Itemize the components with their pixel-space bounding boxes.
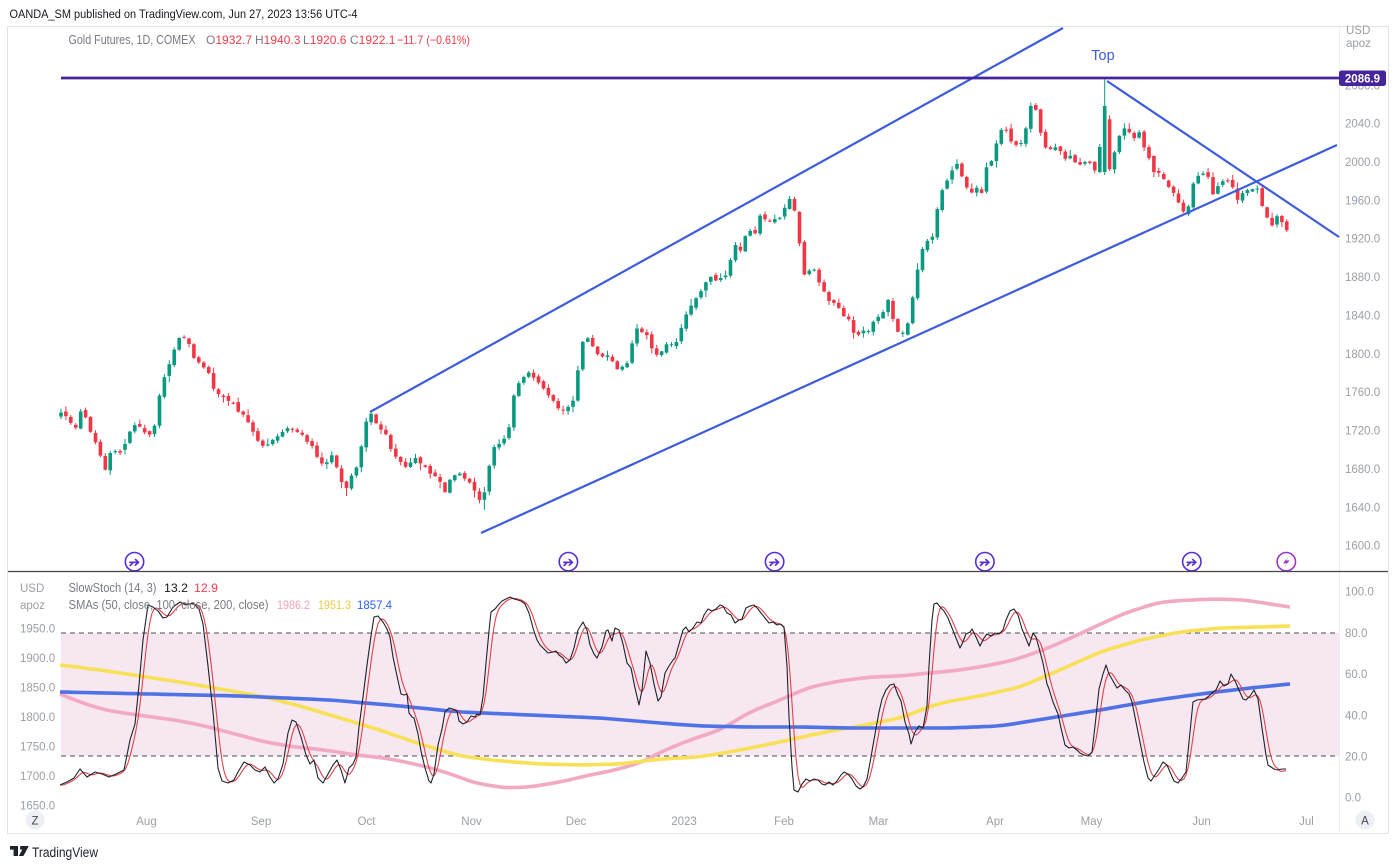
svg-text:C1922.1: C1922.1 — [350, 33, 396, 47]
svg-text:Gold Futures, 1D, COMEX: Gold Futures, 1D, COMEX — [69, 33, 197, 47]
svg-text:1650.0: 1650.0 — [20, 801, 55, 813]
svg-text:apoz: apoz — [1346, 38, 1371, 50]
svg-text:1640.0: 1640.0 — [1345, 502, 1380, 514]
svg-text:1600.0: 1600.0 — [1345, 541, 1380, 553]
svg-text:2086.9: 2086.9 — [1345, 74, 1380, 86]
svg-text:Z: Z — [31, 816, 38, 828]
svg-text:1750.0: 1750.0 — [20, 742, 55, 754]
svg-text:USD: USD — [1346, 25, 1370, 37]
svg-text:1840.0: 1840.0 — [1345, 311, 1380, 323]
svg-text:20.0: 20.0 — [1345, 752, 1367, 764]
svg-text:12.9: 12.9 — [194, 581, 218, 595]
svg-text:Apr: Apr — [986, 816, 1004, 828]
svg-text:H1940.3: H1940.3 — [255, 33, 301, 47]
svg-text:1960.0: 1960.0 — [1345, 195, 1380, 207]
svg-text:Dec: Dec — [566, 816, 587, 828]
svg-text:O1932.7: O1932.7 — [206, 33, 252, 47]
svg-text:40.0: 40.0 — [1345, 710, 1367, 722]
svg-text:0.0: 0.0 — [1345, 793, 1361, 805]
svg-text:OANDA_SM published on TradingV: OANDA_SM published on TradingView.com, J… — [10, 7, 358, 21]
svg-text:SMAs (50, close, 100, close, 2: SMAs (50, close, 100, close, 200, close) — [69, 598, 269, 612]
svg-text:Jul: Jul — [1299, 816, 1314, 828]
svg-text:2040.0: 2040.0 — [1345, 119, 1380, 131]
svg-text:TradingView: TradingView — [32, 845, 98, 860]
svg-text:1900.0: 1900.0 — [20, 653, 55, 665]
svg-text:Sep: Sep — [251, 816, 271, 828]
svg-text:Oct: Oct — [358, 816, 377, 828]
svg-text:apoz: apoz — [20, 600, 45, 612]
svg-text:A: A — [1361, 816, 1369, 828]
svg-text:2023: 2023 — [671, 816, 697, 828]
svg-text:1700.0: 1700.0 — [20, 771, 55, 783]
svg-text:Jun: Jun — [1192, 816, 1211, 828]
svg-text:1880.0: 1880.0 — [1345, 272, 1380, 284]
svg-text:SlowStoch (14, 3): SlowStoch (14, 3) — [69, 581, 157, 595]
svg-text:Nov: Nov — [461, 816, 482, 828]
svg-text:1760.0: 1760.0 — [1345, 387, 1380, 399]
svg-text:Aug: Aug — [136, 816, 156, 828]
svg-text:80.0: 80.0 — [1345, 628, 1367, 640]
svg-text:Mar: Mar — [869, 816, 889, 828]
svg-text:1800.0: 1800.0 — [1345, 349, 1380, 361]
svg-text:May: May — [1081, 816, 1103, 828]
svg-text:1800.0: 1800.0 — [20, 712, 55, 724]
svg-text:L1920.6: L1920.6 — [303, 33, 347, 47]
svg-text:2000.0: 2000.0 — [1345, 157, 1380, 169]
svg-text:1920.0: 1920.0 — [1345, 234, 1380, 246]
svg-text:−11.7 (−0.61%): −11.7 (−0.61%) — [397, 33, 470, 47]
svg-text:1720.0: 1720.0 — [1345, 426, 1380, 438]
svg-text:1950.0: 1950.0 — [20, 624, 55, 636]
svg-text:1986.2: 1986.2 — [277, 598, 310, 612]
svg-text:1850.0: 1850.0 — [20, 683, 55, 695]
svg-text:13.2: 13.2 — [164, 581, 188, 595]
svg-text:Top: Top — [1091, 48, 1114, 64]
svg-text:60.0: 60.0 — [1345, 669, 1367, 681]
svg-text:Feb: Feb — [774, 816, 794, 828]
svg-text:1951.3: 1951.3 — [318, 598, 351, 612]
svg-text:100.0: 100.0 — [1345, 587, 1374, 599]
svg-text:USD: USD — [20, 583, 44, 595]
svg-text:1857.4: 1857.4 — [357, 598, 392, 612]
svg-text:1680.0: 1680.0 — [1345, 464, 1380, 476]
